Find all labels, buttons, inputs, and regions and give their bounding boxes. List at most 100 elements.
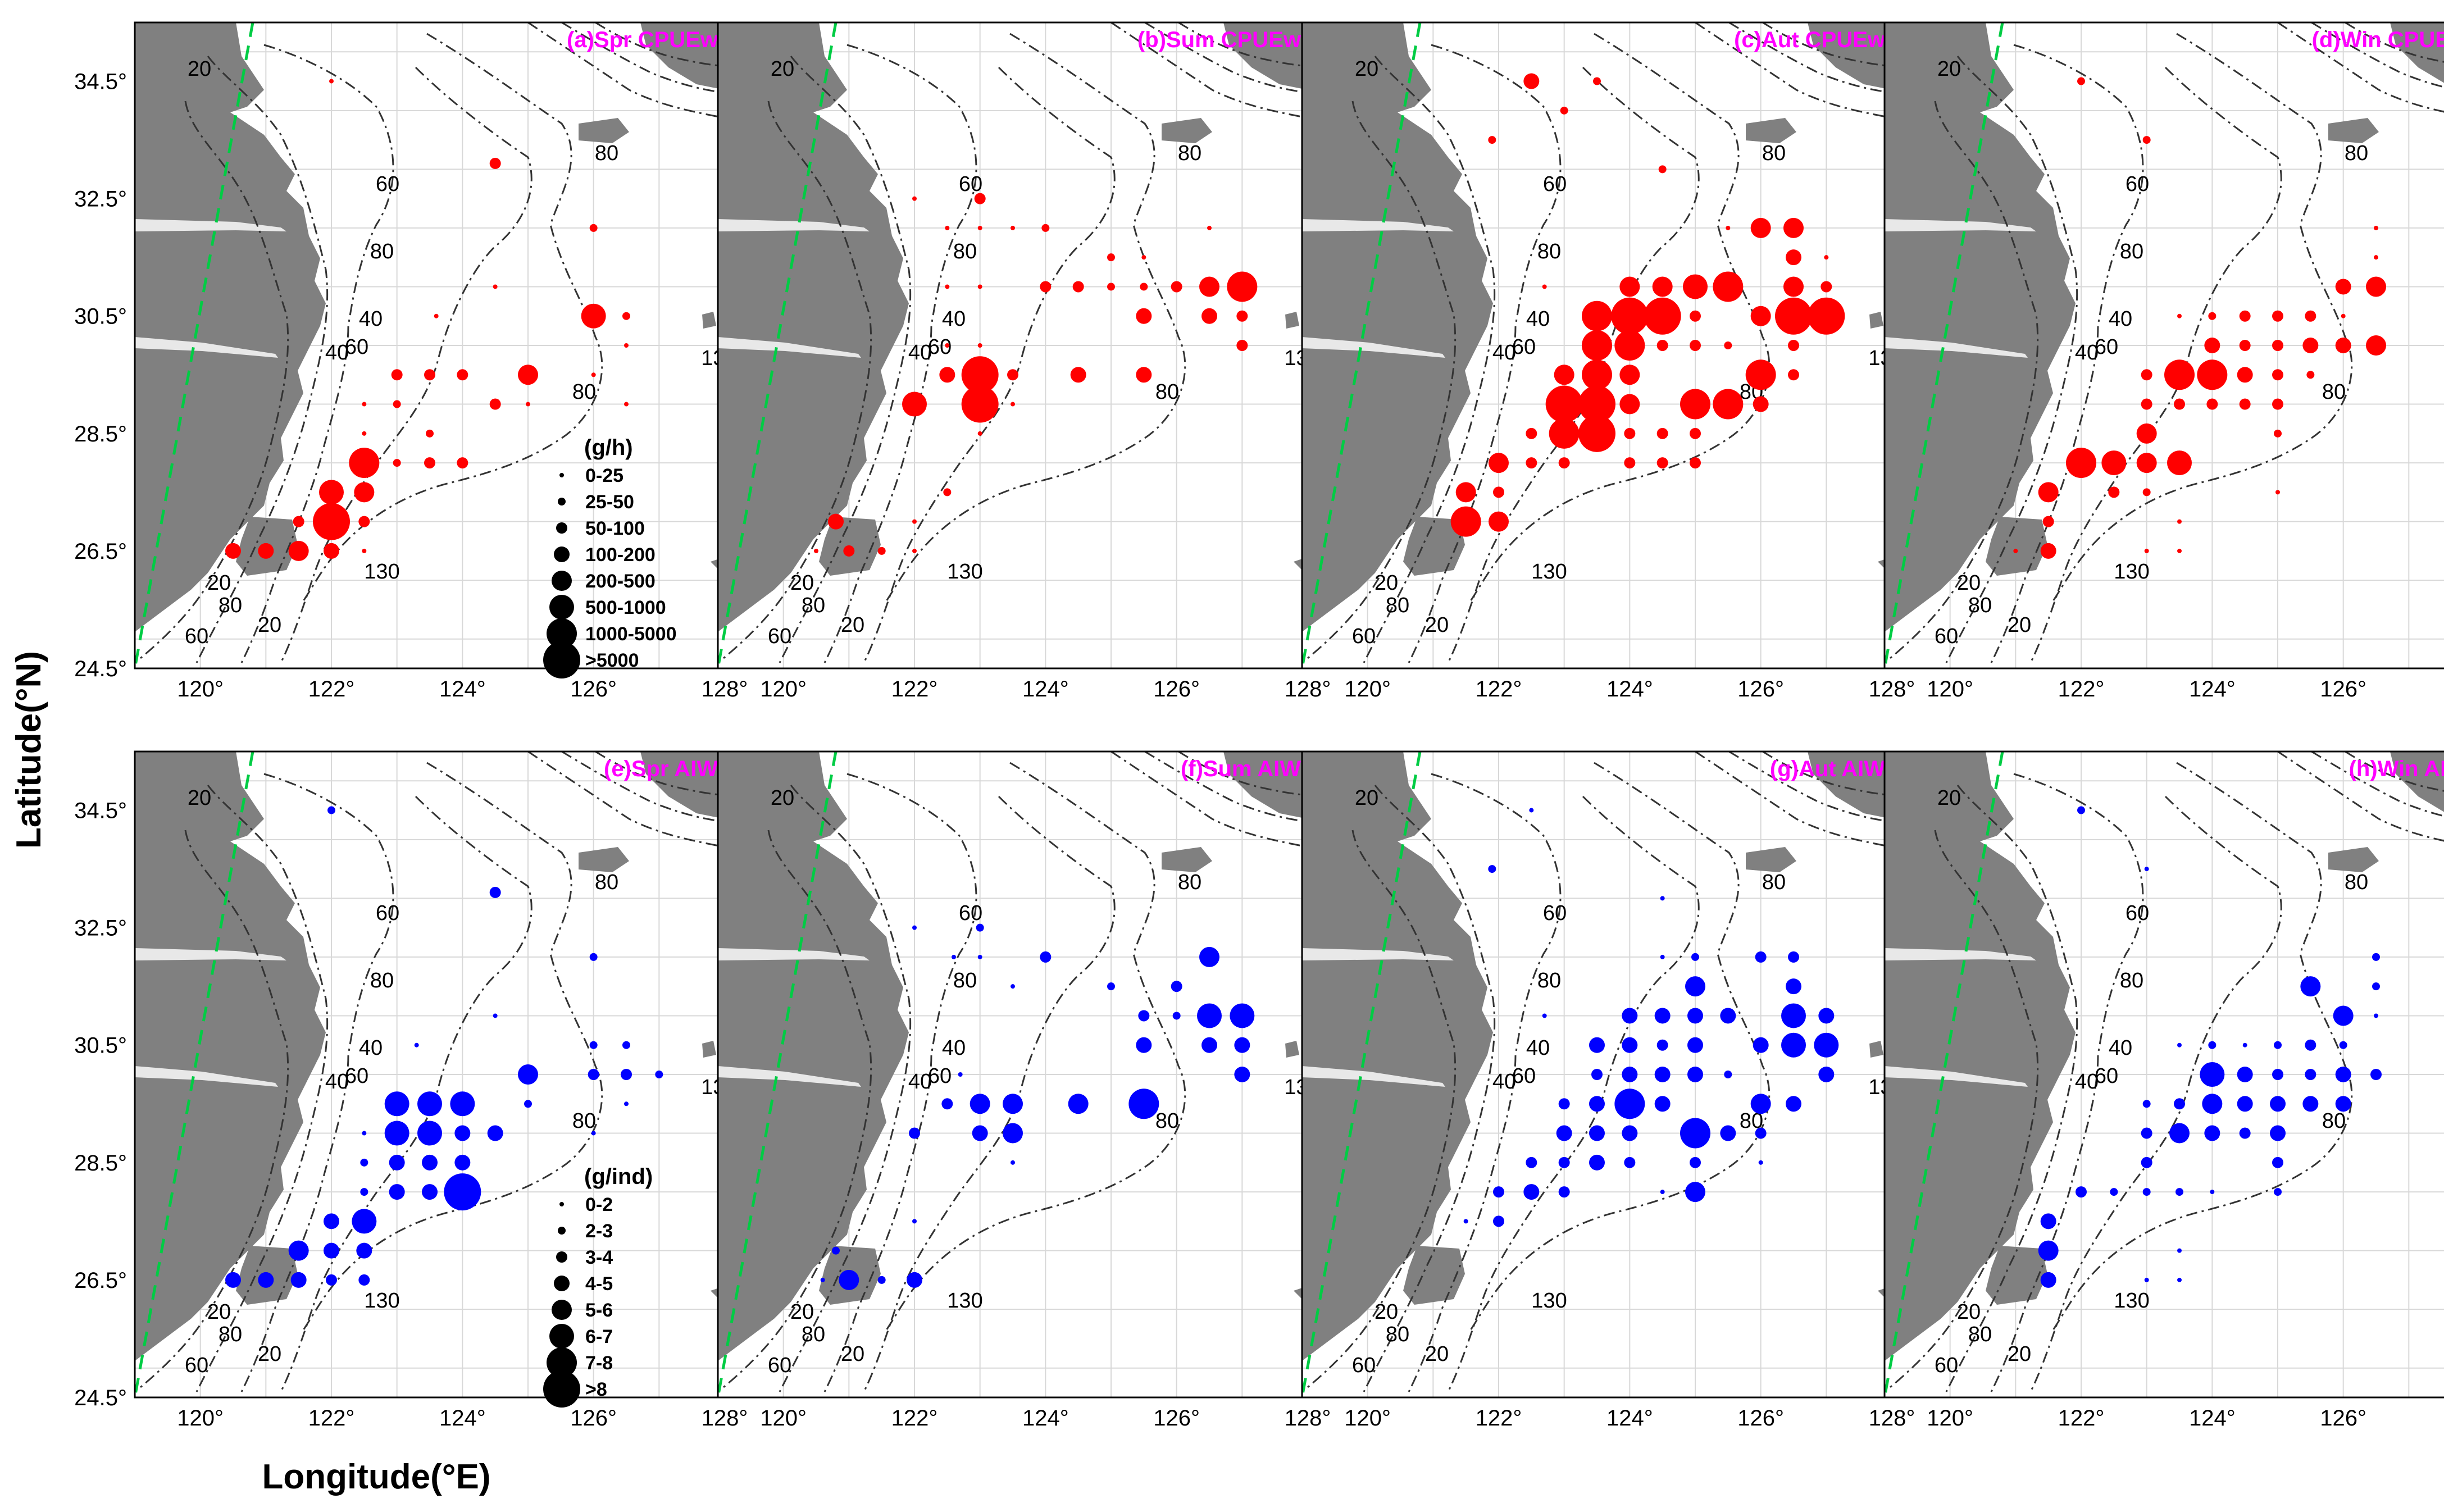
data-point	[324, 543, 339, 559]
isobath-line	[1728, 750, 1892, 823]
isobath-label: 20	[258, 613, 281, 637]
isobath-label: 80	[953, 240, 977, 263]
y-tick-label: 30.5°	[74, 1033, 127, 1058]
isobath-label: 20	[1375, 571, 1398, 595]
data-point	[362, 402, 367, 407]
x-tick-label: 120°	[1344, 677, 1391, 702]
data-point	[313, 503, 350, 540]
isobath-label: 130	[947, 1289, 982, 1313]
data-point	[1488, 865, 1496, 873]
data-point	[977, 954, 982, 959]
isobath-label: 20	[1425, 1342, 1449, 1366]
legend-symbol	[559, 1202, 564, 1206]
legend-label: 100-200	[585, 544, 656, 566]
isobath-label: 40	[325, 341, 349, 365]
data-point	[2272, 310, 2283, 322]
isobath-line	[2029, 795, 2282, 1392]
data-point	[384, 1121, 409, 1146]
data-point	[1788, 951, 1799, 963]
legend-symbol	[556, 522, 567, 534]
isobath-label: 80	[1178, 142, 1201, 165]
data-point	[2208, 312, 2217, 320]
data-point	[2136, 453, 2157, 473]
isobath-label: 80	[802, 594, 825, 617]
data-point	[1614, 1089, 1645, 1119]
data-point	[2142, 488, 2151, 497]
isobath-label: 80	[1155, 1109, 1179, 1133]
data-point	[1624, 427, 1636, 439]
map-panel: 202020404060606080808080130130(a)Spr CPU…	[74, 21, 748, 702]
data-point	[1556, 1125, 1572, 1141]
x-tick-label: 122°	[891, 677, 938, 702]
data-point	[1690, 457, 1701, 469]
data-point	[1690, 340, 1701, 351]
isobath-line	[1447, 795, 1700, 1392]
data-point	[1542, 1013, 1547, 1018]
data-point	[1582, 330, 1612, 361]
data-point	[1614, 330, 1645, 361]
data-point	[1680, 1118, 1710, 1149]
isobath-label: 60	[928, 1064, 952, 1088]
data-point	[434, 313, 439, 318]
data-point	[1560, 106, 1568, 115]
isobath-label: 60	[1935, 1354, 1958, 1377]
data-point	[1720, 1125, 1736, 1141]
data-point	[454, 1154, 471, 1171]
y-tick-label: 26.5°	[74, 1268, 127, 1293]
data-point	[1654, 1008, 1671, 1024]
data-point	[1690, 310, 1701, 322]
data-point	[1622, 1067, 1638, 1082]
isobath-line	[1469, 33, 1771, 602]
isobath-label: 20	[188, 786, 211, 810]
data-point	[1523, 1184, 1540, 1200]
data-point	[1788, 369, 1799, 381]
data-point	[417, 1121, 442, 1146]
data-point	[1199, 276, 1219, 297]
legend-symbol	[554, 546, 570, 562]
isobath-line	[527, 750, 725, 848]
data-point	[1624, 1156, 1636, 1168]
data-point	[2200, 1062, 2225, 1087]
data-point	[454, 1125, 471, 1141]
data-point	[1750, 1094, 1771, 1114]
data-point	[912, 519, 917, 524]
data-point	[1489, 453, 1509, 473]
data-point	[1011, 225, 1015, 230]
legend-symbol	[549, 1324, 574, 1349]
isobath-label: 40	[2109, 1036, 2132, 1060]
isobath-line	[240, 773, 394, 1392]
data-point	[2302, 338, 2319, 353]
data-point	[655, 1071, 663, 1078]
data-point	[1201, 1037, 1217, 1053]
legend-symbol	[543, 1370, 580, 1408]
data-point	[1786, 1096, 1801, 1112]
isobath-label: 60	[1512, 1064, 1536, 1088]
data-point	[1652, 276, 1673, 297]
data-point	[389, 1184, 405, 1200]
isobath-label: 40	[908, 1070, 932, 1094]
data-point	[1171, 281, 1182, 293]
data-point	[1011, 1160, 1015, 1165]
data-point	[1593, 77, 1601, 85]
data-point	[1138, 1010, 1150, 1022]
x-tick-label: 126°	[1737, 677, 1784, 702]
data-point	[1529, 808, 1534, 813]
data-point	[1450, 506, 1481, 537]
data-point	[1011, 984, 1015, 989]
data-point	[518, 365, 538, 385]
data-point	[1753, 1037, 1769, 1053]
data-point	[326, 1274, 337, 1286]
isobath-label: 20	[771, 57, 794, 81]
data-point	[1758, 1160, 1763, 1165]
isobath-line	[1884, 101, 2039, 664]
isobath-label: 130	[1531, 560, 1567, 584]
x-tick-label: 124°	[1606, 677, 1653, 702]
data-point	[358, 1274, 370, 1286]
isobath-label: 80	[1386, 594, 1409, 617]
data-point	[2177, 519, 2182, 524]
data-point	[2306, 371, 2315, 379]
data-point	[1172, 1012, 1181, 1020]
x-tick-label: 128°	[1285, 677, 1331, 702]
data-point	[624, 1101, 629, 1106]
isobath-line	[1695, 750, 1892, 848]
